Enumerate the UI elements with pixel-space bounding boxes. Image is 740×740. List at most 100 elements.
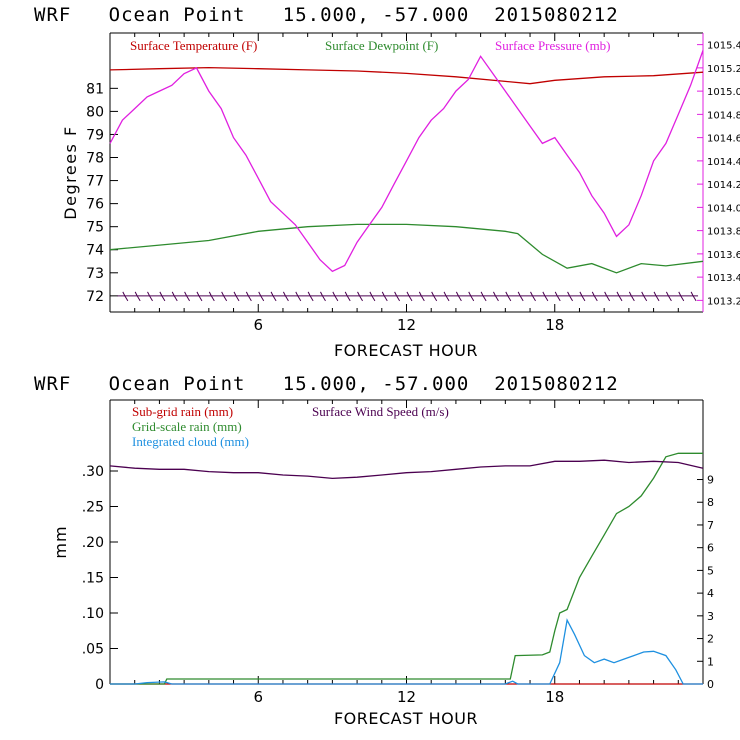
- wind-barb: [519, 295, 524, 302]
- wind-barb: [517, 291, 521, 297]
- wind-barb: [554, 291, 558, 297]
- chart1-y-tick-label: 81: [86, 81, 104, 97]
- chart1-y-tick-label: 75: [86, 220, 104, 236]
- wind-barb: [604, 291, 608, 297]
- chart1-y2-tick-label: 1013.4: [707, 273, 740, 284]
- wind-barb: [530, 291, 533, 297]
- chart1-x-tick-label: 18: [545, 316, 564, 334]
- wind-barb: [544, 295, 549, 302]
- chart1-y-tick-label: 80: [86, 104, 104, 120]
- chart1-legend-2: Surface Pressure (mb): [495, 38, 611, 53]
- wind-barb: [309, 295, 314, 302]
- wind-barb: [359, 295, 363, 302]
- wind-barb: [346, 295, 351, 302]
- chart2-y-tick-label: .15: [82, 571, 104, 587]
- wind-barb: [282, 291, 286, 297]
- wind-barb: [591, 291, 595, 297]
- chart2-y2-tick-label: 6: [707, 542, 714, 555]
- wind-barb: [630, 295, 635, 302]
- wind-barb: [134, 291, 138, 297]
- chart1-y2-tick-label: 1015.0: [707, 87, 740, 98]
- wind-barb: [198, 295, 203, 302]
- chart1-title: WRF Ocean Point 15.000, -57.000 20150802…: [34, 4, 619, 26]
- chart2-series-line-3: [109, 459, 704, 480]
- wind-barb: [297, 295, 302, 302]
- chart1-legend-0: Surface Temperature (F): [130, 38, 257, 53]
- wind-barb: [383, 295, 388, 302]
- wind-barb: [532, 295, 536, 302]
- chart2-legend-1: Grid-scale rain (mm): [132, 419, 242, 434]
- wind-barb: [295, 291, 299, 297]
- wind-barb: [270, 291, 274, 297]
- wind-barb: [149, 295, 153, 302]
- chart1-y2-tick-label: 1013.8: [707, 227, 740, 238]
- wind-barb: [542, 291, 546, 297]
- wind-barb: [307, 291, 311, 297]
- chart2-x-tick-label: 18: [545, 688, 564, 706]
- wind-barb: [665, 291, 669, 297]
- wind-barb: [606, 295, 611, 302]
- wind-barb: [245, 291, 249, 297]
- chart1-y-tick-label: 74: [86, 243, 104, 259]
- wind-barb: [124, 295, 129, 302]
- wind-barb: [507, 295, 512, 302]
- chart2-y-tick-label: .10: [82, 606, 104, 622]
- wind-barb: [678, 291, 682, 297]
- wind-barb: [556, 295, 561, 302]
- wind-barb: [445, 295, 450, 302]
- chart1-ylabel: Degrees F: [61, 125, 80, 219]
- chart2-legend-2: Integrated cloud (mm): [132, 434, 249, 449]
- chart1-y2-tick-label: 1014.8: [707, 110, 740, 121]
- wind-barb: [495, 295, 499, 302]
- wind-barb: [593, 295, 598, 302]
- wind-barb: [221, 291, 225, 297]
- wind-barb: [147, 291, 150, 297]
- wind-barb: [208, 291, 212, 297]
- wind-barb: [171, 291, 175, 297]
- chart2-y2-tick-label: 2: [707, 633, 714, 646]
- wind-barb: [322, 295, 326, 302]
- wind-barb: [332, 291, 336, 297]
- chart1-y-tick-label: 76: [86, 197, 104, 213]
- wind-barb: [161, 295, 166, 302]
- chart2-y2-tick-label: 5: [707, 564, 714, 577]
- chart1-y-tick-label: 77: [86, 174, 104, 190]
- chart1-y-tick-label: 73: [86, 266, 104, 282]
- wind-barb: [396, 295, 401, 302]
- wind-barb: [641, 291, 645, 297]
- wind-barb: [186, 295, 191, 302]
- wind-barb: [136, 295, 141, 302]
- wind-barb: [285, 295, 289, 302]
- chart2-y2-tick-label: 4: [707, 587, 714, 600]
- wind-barb: [628, 291, 632, 297]
- chart2-y-tick-label: 0: [95, 677, 104, 693]
- chart1-y2-tick-label: 1014.0: [707, 203, 740, 214]
- wind-barb: [159, 291, 163, 297]
- chart2-ylabel: mm: [51, 525, 70, 558]
- chart2-x-tick-label: 12: [397, 688, 416, 706]
- chart2-y2-tick-label: 7: [707, 519, 714, 532]
- chart2-legend-3: Surface Wind Speed (m/s): [312, 404, 449, 419]
- chart1-y2-tick-label: 1015.2: [707, 64, 740, 75]
- wind-barb: [567, 291, 571, 297]
- wind-barb: [655, 295, 660, 302]
- wind-barb: [455, 291, 459, 297]
- chart2-series-line-2: [110, 618, 703, 685]
- wind-barb: [653, 291, 657, 297]
- chart1-series-line-0: [109, 66, 704, 85]
- wind-barb: [433, 295, 438, 302]
- chart2-y2-tick-label: 8: [707, 496, 714, 509]
- wind-barb: [616, 291, 620, 297]
- wind-barb: [233, 291, 237, 297]
- wind-barb: [579, 291, 583, 297]
- wind-barb: [394, 291, 398, 297]
- wind-barb: [505, 291, 509, 297]
- wind-barb: [196, 291, 200, 297]
- wind-barb: [581, 295, 586, 302]
- chart2-y2-tick-label: 1: [707, 655, 714, 668]
- wind-barb: [272, 295, 277, 302]
- wind-barb: [235, 295, 240, 302]
- chart2-y2-tick-label: 3: [707, 610, 714, 623]
- wind-barb: [173, 295, 178, 302]
